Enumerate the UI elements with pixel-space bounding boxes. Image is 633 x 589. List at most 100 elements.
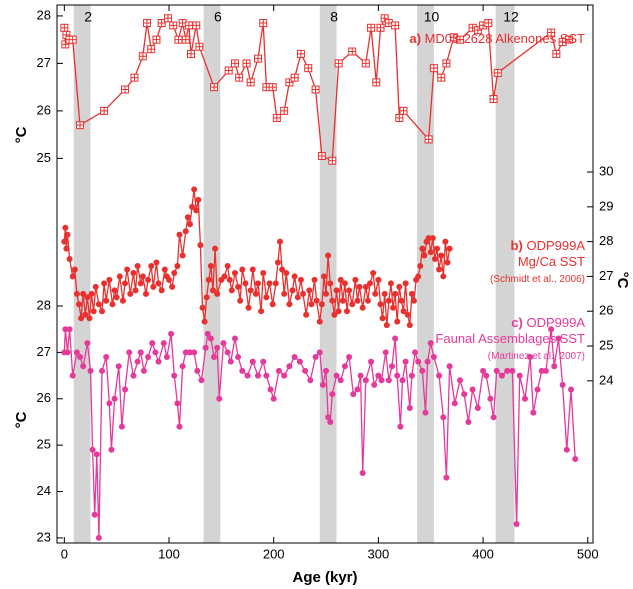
circle-marker [424, 358, 431, 365]
y3-tick-label: 23 [37, 529, 51, 544]
circle-marker [371, 381, 378, 388]
circle-marker [370, 269, 377, 276]
y2-tick-label: 26 [599, 303, 613, 318]
circle-marker [66, 326, 73, 333]
square-marker [547, 28, 556, 37]
circle-marker [381, 290, 388, 297]
marker-cross [210, 83, 218, 91]
circle-marker [87, 367, 94, 374]
circle-marker [103, 354, 110, 361]
marker-cross [139, 52, 147, 60]
circle-marker [367, 280, 374, 287]
circle-marker [527, 354, 534, 361]
marker-cross [490, 95, 498, 103]
circle-marker [474, 405, 481, 412]
circle-marker [286, 301, 293, 308]
circle-marker [90, 308, 97, 315]
square-marker [311, 85, 320, 94]
marker-cross [152, 36, 160, 44]
circle-marker [63, 245, 70, 252]
square-marker [304, 64, 313, 73]
square-marker [246, 78, 255, 87]
square-marker [224, 66, 233, 75]
square-marker [280, 106, 289, 115]
circle-marker [291, 354, 298, 361]
circle-marker [339, 297, 346, 304]
circle-marker [429, 235, 436, 242]
marker-cross [195, 43, 203, 51]
circle-marker [443, 474, 450, 481]
square-marker [296, 49, 305, 58]
circle-marker [382, 349, 389, 356]
marker-cross [430, 64, 438, 72]
circle-marker [396, 283, 403, 290]
marker-cross [100, 107, 108, 115]
marker-cross [182, 36, 190, 44]
circle-marker [155, 280, 162, 287]
circle-marker [349, 301, 356, 308]
y2-axis-label: °C [614, 272, 631, 289]
series-tag: a) [409, 31, 421, 46]
circle-marker [155, 358, 162, 365]
series-name: (Martinez et al., 2007) [488, 351, 585, 362]
square-marker [399, 106, 408, 115]
circle-marker [415, 358, 422, 365]
marker-cross [552, 50, 560, 58]
circle-marker [394, 372, 401, 379]
x-axis-label: Age (kyr) [292, 569, 357, 586]
circle-marker [198, 377, 205, 384]
circle-marker [296, 358, 303, 365]
marker-cross [547, 29, 555, 37]
circle-marker [509, 367, 516, 374]
circle-marker [95, 534, 102, 541]
circle-marker [272, 280, 279, 287]
square-marker [391, 21, 400, 30]
circle-marker [111, 287, 118, 294]
series-name: MD03-2628 Alkenones SST [425, 31, 585, 46]
marker-cross [192, 21, 200, 29]
marker-cross [318, 152, 326, 160]
square-marker [147, 45, 156, 54]
square-marker [259, 19, 268, 28]
circle-marker [417, 262, 424, 269]
marker-cross [372, 78, 380, 86]
circle-marker [398, 297, 405, 304]
square-marker [130, 73, 139, 82]
circle-marker [108, 446, 115, 453]
circle-marker [270, 395, 277, 402]
y2-tick-label: 29 [599, 198, 613, 213]
series-annotation: Faunal Assemblages SST [435, 331, 585, 346]
marker-cross [312, 86, 320, 94]
circle-marker [311, 276, 318, 283]
circle-marker [323, 290, 330, 297]
circle-marker [325, 414, 332, 421]
circle-marker [224, 349, 231, 356]
marker-cross [437, 74, 445, 82]
circle-marker [202, 344, 209, 351]
circle-marker [227, 358, 234, 365]
circle-marker [99, 308, 106, 315]
circle-marker [130, 372, 137, 379]
circle-marker [375, 372, 382, 379]
marker-cross [76, 121, 84, 129]
circle-marker [153, 259, 160, 266]
square-marker [76, 121, 85, 130]
circle-marker [490, 414, 497, 421]
circle-marker [168, 330, 175, 337]
square-marker [100, 106, 109, 115]
circle-marker [184, 214, 191, 221]
y2-tick-label: 30 [599, 163, 613, 178]
circle-marker [446, 245, 453, 252]
circle-marker [113, 294, 120, 301]
circle-marker [377, 301, 384, 308]
marker-cross [269, 83, 277, 91]
square-marker [268, 83, 277, 92]
circle-marker [444, 259, 451, 266]
circle-marker [362, 377, 369, 384]
square-marker [317, 152, 326, 161]
square-marker [192, 21, 201, 30]
y-tick-label: 26 [37, 102, 51, 117]
circle-marker [331, 311, 338, 318]
square-marker [242, 59, 251, 68]
circle-marker [111, 395, 118, 402]
